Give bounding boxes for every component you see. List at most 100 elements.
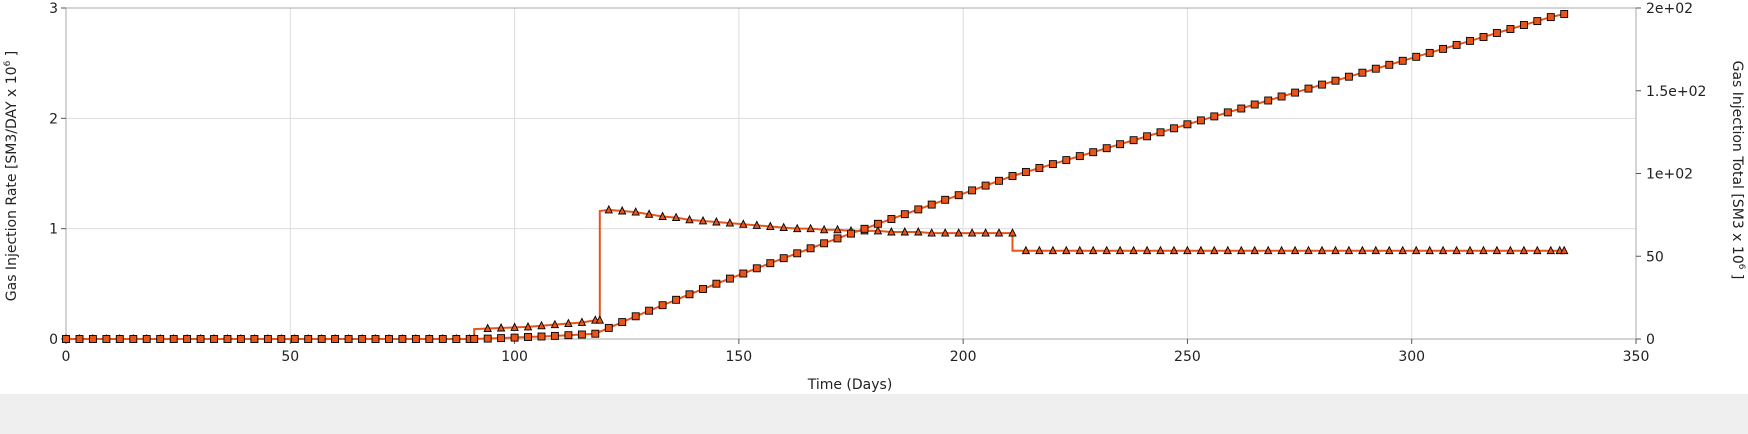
triangle-marker xyxy=(523,321,533,331)
triangle-marker xyxy=(1533,245,1542,255)
square-marker xyxy=(317,335,326,343)
square-marker xyxy=(344,335,353,343)
square-marker xyxy=(236,335,245,343)
square-marker xyxy=(75,335,84,343)
triangle-marker xyxy=(1021,245,1031,255)
square-marker xyxy=(658,301,667,310)
y-right-tick-label: 2e+02 xyxy=(1646,1,1693,17)
square-marker xyxy=(1021,168,1030,176)
square-marker xyxy=(618,318,627,327)
square-marker xyxy=(1062,156,1071,165)
square-marker xyxy=(927,200,936,209)
square-marker xyxy=(550,331,559,340)
triangle-marker xyxy=(1438,245,1448,255)
y-left-axis-ticks: 0 1 2 3 xyxy=(49,1,66,348)
triangle-marker xyxy=(1237,245,1246,255)
triangle-marker xyxy=(604,204,614,214)
square-marker xyxy=(1479,33,1488,41)
triangle-marker xyxy=(685,214,694,224)
x-tick-label: 250 xyxy=(1174,349,1201,365)
square-marker xyxy=(62,335,70,343)
triangle-marker xyxy=(1277,245,1286,255)
square-marker xyxy=(1358,68,1367,77)
triangle-marker xyxy=(725,218,735,227)
square-marker xyxy=(398,335,407,343)
square-marker xyxy=(1277,92,1286,101)
square-marker xyxy=(304,335,313,343)
triangle-marker xyxy=(1008,228,1017,237)
triangle-marker xyxy=(1465,245,1475,255)
y-right-axis-label-sup: 6 xyxy=(1736,264,1746,270)
triangle-marker xyxy=(631,207,640,216)
triangle-marker xyxy=(564,318,573,328)
square-marker xyxy=(1210,112,1219,121)
square-marker xyxy=(1264,96,1273,105)
square-marker xyxy=(631,312,640,321)
y-right-axis-label: Gas Injection Total [SM3 x 106 ] xyxy=(1729,61,1746,280)
x-tick-label: 150 xyxy=(725,349,752,365)
triangle-marker xyxy=(595,315,605,324)
triangle-marker xyxy=(1290,245,1300,255)
square-marker xyxy=(510,333,519,342)
square-marker xyxy=(371,335,380,343)
square-marker xyxy=(169,335,178,343)
triangle-marker xyxy=(577,317,587,326)
square-marker xyxy=(1035,164,1044,172)
square-marker xyxy=(250,335,259,343)
triangle-marker xyxy=(1102,245,1111,255)
square-marker xyxy=(156,335,165,343)
triangle-marker xyxy=(954,228,963,237)
triangle-marker xyxy=(1452,245,1461,255)
chart-svg: 0 50 100 150 200 250 300 350 0 1 2 3 0 50 1e+02 1.5e+… xyxy=(3,1,1746,393)
square-marker xyxy=(645,306,654,315)
square-marker xyxy=(1412,52,1421,61)
series-2 xyxy=(62,10,1569,343)
triangle-marker xyxy=(887,226,896,236)
triangle-marker xyxy=(483,323,492,332)
triangle-marker xyxy=(779,222,788,232)
square-marker xyxy=(739,269,748,278)
triangle-marker xyxy=(1317,245,1327,255)
square-marker xyxy=(537,332,546,341)
square-marker xyxy=(995,176,1003,185)
square-marker xyxy=(483,334,492,343)
square-marker xyxy=(564,331,573,340)
square-marker xyxy=(685,290,694,299)
triangle-marker xyxy=(819,224,829,234)
triangle-marker xyxy=(658,211,667,220)
square-marker xyxy=(1089,148,1098,157)
x-tick-label: 100 xyxy=(501,349,528,365)
square-marker xyxy=(1385,60,1394,69)
triangle-marker xyxy=(644,209,654,218)
square-marker xyxy=(1048,160,1057,169)
square-marker xyxy=(604,323,613,332)
square-marker xyxy=(183,335,192,343)
square-marker xyxy=(210,335,218,343)
square-marker xyxy=(1223,108,1232,117)
square-marker xyxy=(1519,21,1528,29)
y-left-axis-label-end: ] xyxy=(4,51,20,61)
square-marker xyxy=(752,264,761,273)
y-left-tick-label: 0 xyxy=(49,332,58,348)
triangle-marker xyxy=(1331,245,1340,255)
square-marker xyxy=(1533,17,1542,26)
square-marker xyxy=(115,335,124,343)
square-marker xyxy=(1560,10,1569,18)
triangle-marker xyxy=(1196,245,1206,255)
square-marker xyxy=(385,335,393,343)
square-marker xyxy=(577,330,586,339)
square-marker xyxy=(820,239,829,248)
triangle-marker xyxy=(510,322,519,331)
x-tick-label: 300 xyxy=(1398,349,1425,365)
triangle-marker xyxy=(1075,245,1085,255)
triangle-marker xyxy=(1479,245,1488,255)
square-marker xyxy=(1075,152,1084,161)
square-marker xyxy=(1143,132,1152,141)
square-marker xyxy=(425,335,434,343)
triangle-marker xyxy=(900,226,910,236)
square-marker xyxy=(331,335,340,343)
square-marker xyxy=(277,335,286,343)
square-marker xyxy=(1291,88,1300,97)
square-marker xyxy=(981,181,990,190)
y-right-axis-ticks: 0 50 1e+02 1.5e+02 2e+02 xyxy=(1636,1,1706,348)
